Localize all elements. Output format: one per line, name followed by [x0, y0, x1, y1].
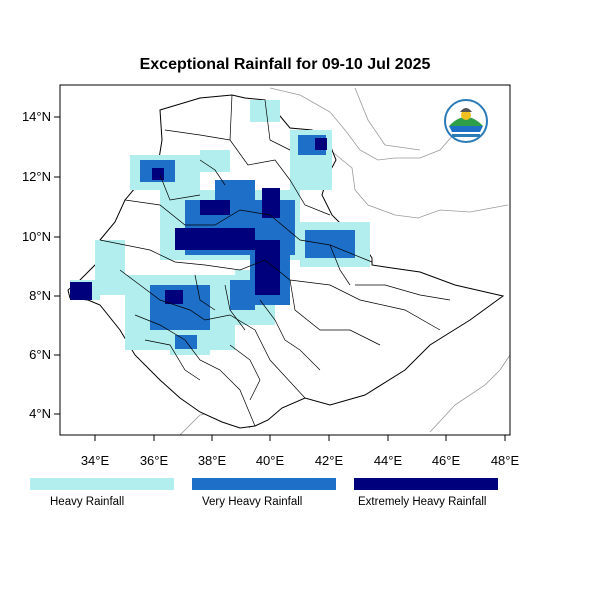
lon-tick-label: 34°E [81, 453, 110, 468]
lon-tick-label: 38°E [198, 453, 227, 468]
legend-swatch-heavy [30, 478, 174, 490]
lon-tick-label: 42°E [315, 453, 344, 468]
legend-label-extreme: Extremely Heavy Rainfall [358, 496, 487, 508]
lat-ticks [54, 116, 60, 415]
lon-tick-label: 44°E [374, 453, 403, 468]
map-area [67, 87, 510, 435]
lat-tick-label: 6°N [29, 347, 51, 362]
lat-tick-label: 14°N [22, 109, 51, 124]
lon-tick-labels: 34°E 36°E 38°E 40°E 42°E 44°E 46°E 48°E [81, 453, 520, 468]
legend-swatch-very-heavy [192, 478, 336, 490]
region-borders [99, 94, 451, 427]
lon-tick-label: 36°E [140, 453, 169, 468]
lat-tick-label: 8°N [29, 288, 51, 303]
legend-label-heavy: Heavy Rainfall [50, 496, 125, 508]
lon-tick-label: 48°E [491, 453, 520, 468]
lon-ticks [94, 435, 506, 441]
lon-tick-label: 40°E [256, 453, 285, 468]
legend-swatch-extreme [354, 478, 498, 490]
extreme-rainfall-areas [70, 138, 327, 304]
lat-tick-labels: 14°N 12°N 10°N 8°N 6°N 4°N [22, 109, 51, 421]
lon-tick-label: 46°E [432, 453, 461, 468]
legend-label-very-heavy: Very Heavy Rainfall [202, 496, 303, 508]
lat-tick-label: 12°N [22, 169, 51, 184]
neighbour-borders [179, 87, 510, 435]
lat-tick-label: 4°N [29, 406, 51, 421]
institute-logo-icon [444, 99, 488, 143]
map-title: Exceptional Rainfall for 09-10 Jul 2025 [139, 56, 431, 73]
plot-border [59, 84, 511, 436]
lat-tick-label: 10°N [22, 229, 51, 244]
